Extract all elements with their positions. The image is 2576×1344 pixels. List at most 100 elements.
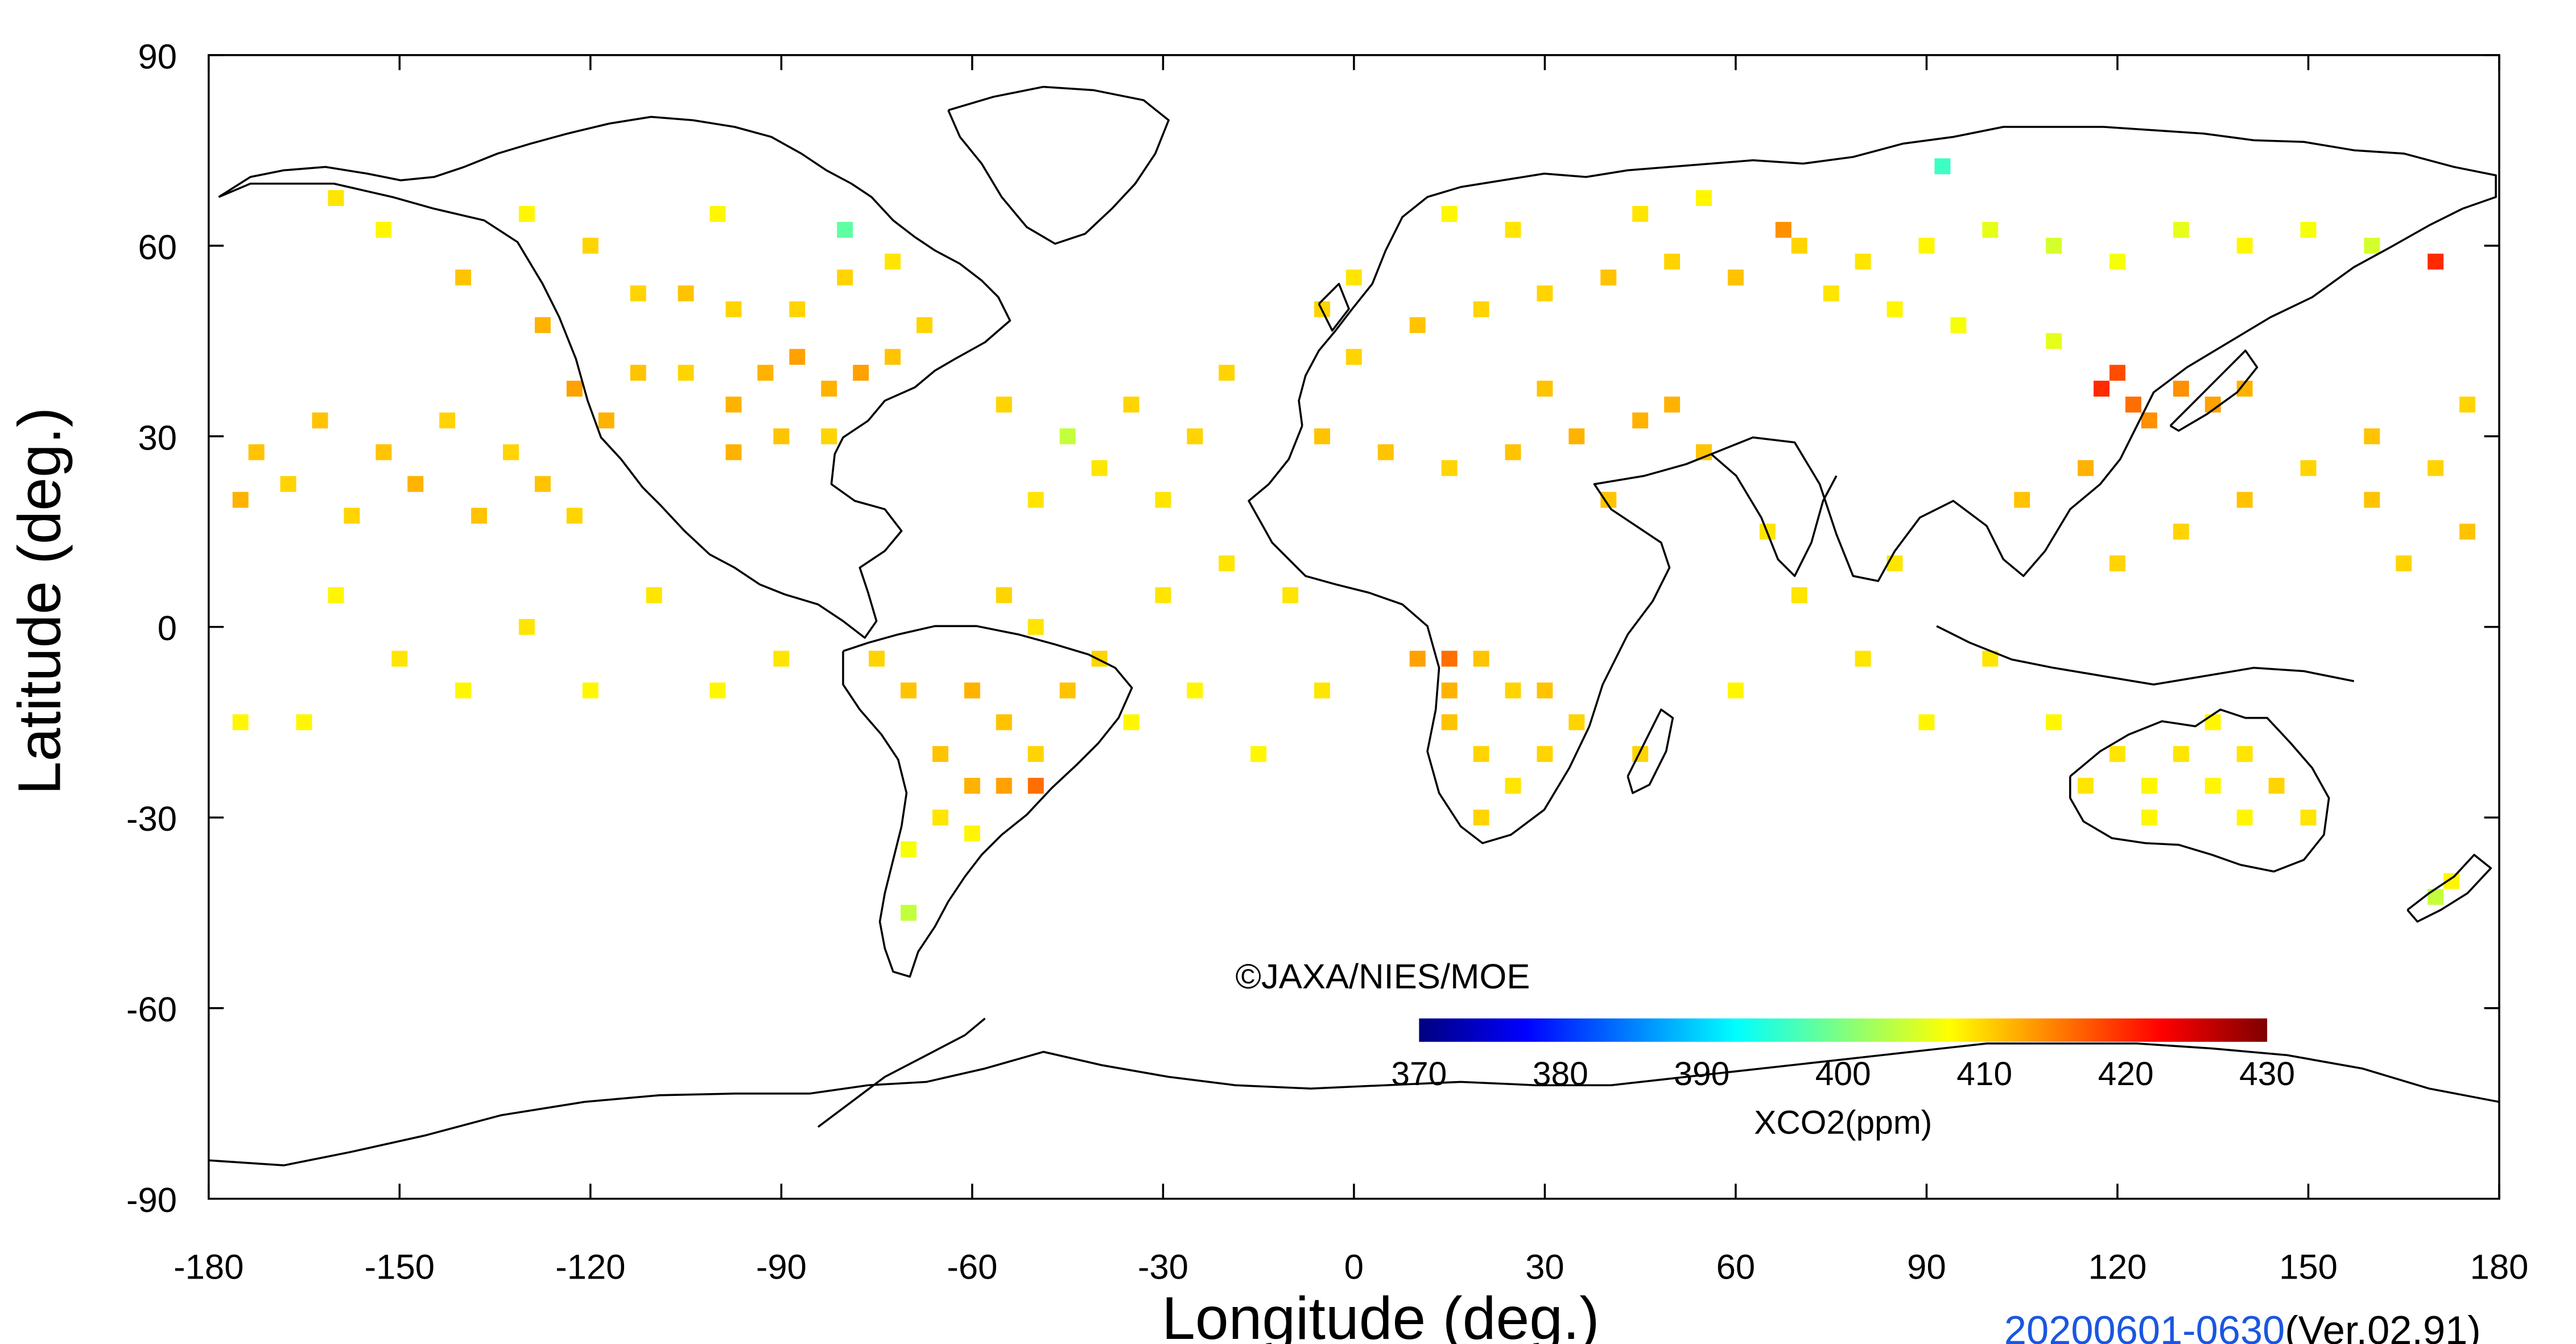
- xco2-cell: [1314, 428, 1330, 444]
- xco2-cell: [837, 269, 853, 286]
- xco2-cell: [1473, 650, 1489, 667]
- xco2-cell: [853, 365, 869, 381]
- y-tick-label: 90: [138, 37, 177, 76]
- xco2-cell: [1886, 301, 1903, 318]
- xco2-cell: [1632, 206, 1649, 222]
- coast-uk: [1318, 283, 1350, 332]
- xco2-cell: [2046, 237, 2062, 254]
- colorbar-tick-label: 390: [1674, 1056, 1729, 1092]
- colorbar-tick-label: 400: [1815, 1056, 1871, 1092]
- xco2-cell: [2173, 381, 2189, 397]
- xco2-cell: [2125, 397, 2141, 413]
- x-tick-label: 120: [2088, 1248, 2147, 1287]
- xco2-cell: [885, 349, 901, 365]
- xco2-cell: [996, 777, 1012, 794]
- xco2-cell: [598, 412, 614, 428]
- xco2-cell: [1537, 381, 1553, 397]
- coastlines: [208, 85, 2500, 1166]
- xco2-cell: [1791, 237, 1807, 254]
- colorbar: 370 380 390 400 410 420 430 XCO2(ppm): [1391, 1018, 2295, 1141]
- coast-india: [1710, 453, 1838, 578]
- xco2-cell: [1187, 428, 1203, 444]
- x-tick-label: 60: [1716, 1248, 1756, 1287]
- xco2-cell: [455, 682, 472, 699]
- xco2-cell: [2428, 889, 2444, 905]
- xco2-cell: [996, 587, 1012, 603]
- xco2-cell: [1505, 221, 1521, 238]
- x-tick-label: 90: [1907, 1248, 1946, 1287]
- xco2-cell: [1027, 746, 1044, 762]
- colorbar-bar: [1419, 1018, 2268, 1042]
- y-tick-label: 60: [138, 228, 177, 267]
- xco2-cell: [1473, 746, 1489, 762]
- xco2-cell: [328, 190, 344, 207]
- xco2-cell: [709, 206, 726, 222]
- xco2-cell: [1791, 587, 1807, 603]
- xco2-cell: [2236, 809, 2253, 826]
- y-tick-label: 0: [158, 609, 177, 648]
- xco2-cell: [996, 397, 1012, 413]
- xco2-cell: [964, 682, 980, 699]
- xco2-cell: [1568, 714, 1585, 731]
- xco2-cell: [1537, 285, 1553, 302]
- xco2-cell: [1155, 587, 1171, 603]
- xco2-cell: [1600, 269, 1617, 286]
- xco2-cell: [1441, 460, 1458, 476]
- xco2-cell: [2364, 428, 2380, 444]
- xco2-cell: [2236, 746, 2253, 762]
- xco2-cell: [534, 476, 551, 492]
- xco2-cell: [1059, 428, 1076, 444]
- x-axis-ticks: -180 -150 -120 -90 -60 -30 0 30 60 90 120 150 180: [174, 55, 2528, 1287]
- xco2-cell: [2173, 221, 2189, 238]
- xco2-cell: [821, 428, 837, 444]
- xco2-cell: [630, 365, 646, 381]
- xco2-cell: [630, 285, 646, 302]
- x-tick-label: -30: [1138, 1248, 1188, 1287]
- xco2-cell: [2109, 365, 2125, 381]
- xco2-cell: [582, 682, 598, 699]
- xco2-cell: [1345, 269, 1362, 286]
- colorbar-tick-label: 380: [1533, 1056, 1588, 1092]
- xco2-cell: [1027, 492, 1044, 508]
- xco2-cell: [1091, 650, 1108, 667]
- xco2-cell: [1123, 397, 1140, 413]
- y-axis-label: Latitude (deg.): [6, 407, 73, 795]
- xco2-cell: [1473, 809, 1489, 826]
- xco2-cell: [2459, 397, 2476, 413]
- x-tick-label: 150: [2279, 1248, 2338, 1287]
- coast-greenland: [947, 85, 1170, 245]
- xco2-cell: [566, 508, 583, 524]
- xco2-cell: [1123, 714, 1140, 731]
- xco2-cell: [2396, 555, 2412, 572]
- xco2-cell: [391, 650, 408, 667]
- xco2-cell: [869, 650, 885, 667]
- xco2-cell: [2078, 460, 2094, 476]
- xco2-cell: [2364, 492, 2380, 508]
- coast-indonesia: [1936, 625, 2355, 686]
- x-tick-label: -180: [174, 1248, 243, 1287]
- xco2-cell: [725, 301, 742, 318]
- xco2-cell: [232, 492, 249, 508]
- xco2-cell: [2141, 809, 2157, 826]
- xco2-cell: [1345, 349, 1362, 365]
- xco2-cell: [932, 746, 948, 762]
- xco2-cell: [1505, 444, 1521, 460]
- colorbar-tick-label: 430: [2239, 1056, 2295, 1092]
- xco2-cell: [232, 714, 249, 731]
- xco2-cell: [932, 809, 948, 826]
- xco2-cell: [455, 269, 472, 286]
- xco2-cell: [1775, 221, 1791, 238]
- x-tick-label: 0: [1344, 1248, 1364, 1287]
- xco2-cell: [1664, 253, 1681, 270]
- xco2-cell: [375, 221, 392, 238]
- coast-madagascar: [1626, 708, 1674, 794]
- xco2-cell: [964, 825, 980, 842]
- xco2-cell: [2141, 412, 2157, 428]
- y-tick-label: -30: [126, 799, 177, 839]
- xco2-cell: [503, 444, 519, 460]
- xco2-cell: [789, 301, 806, 318]
- xco2-cell: [1950, 317, 1967, 333]
- xco2-cell: [2141, 777, 2157, 794]
- coast-australia: [2069, 708, 2330, 873]
